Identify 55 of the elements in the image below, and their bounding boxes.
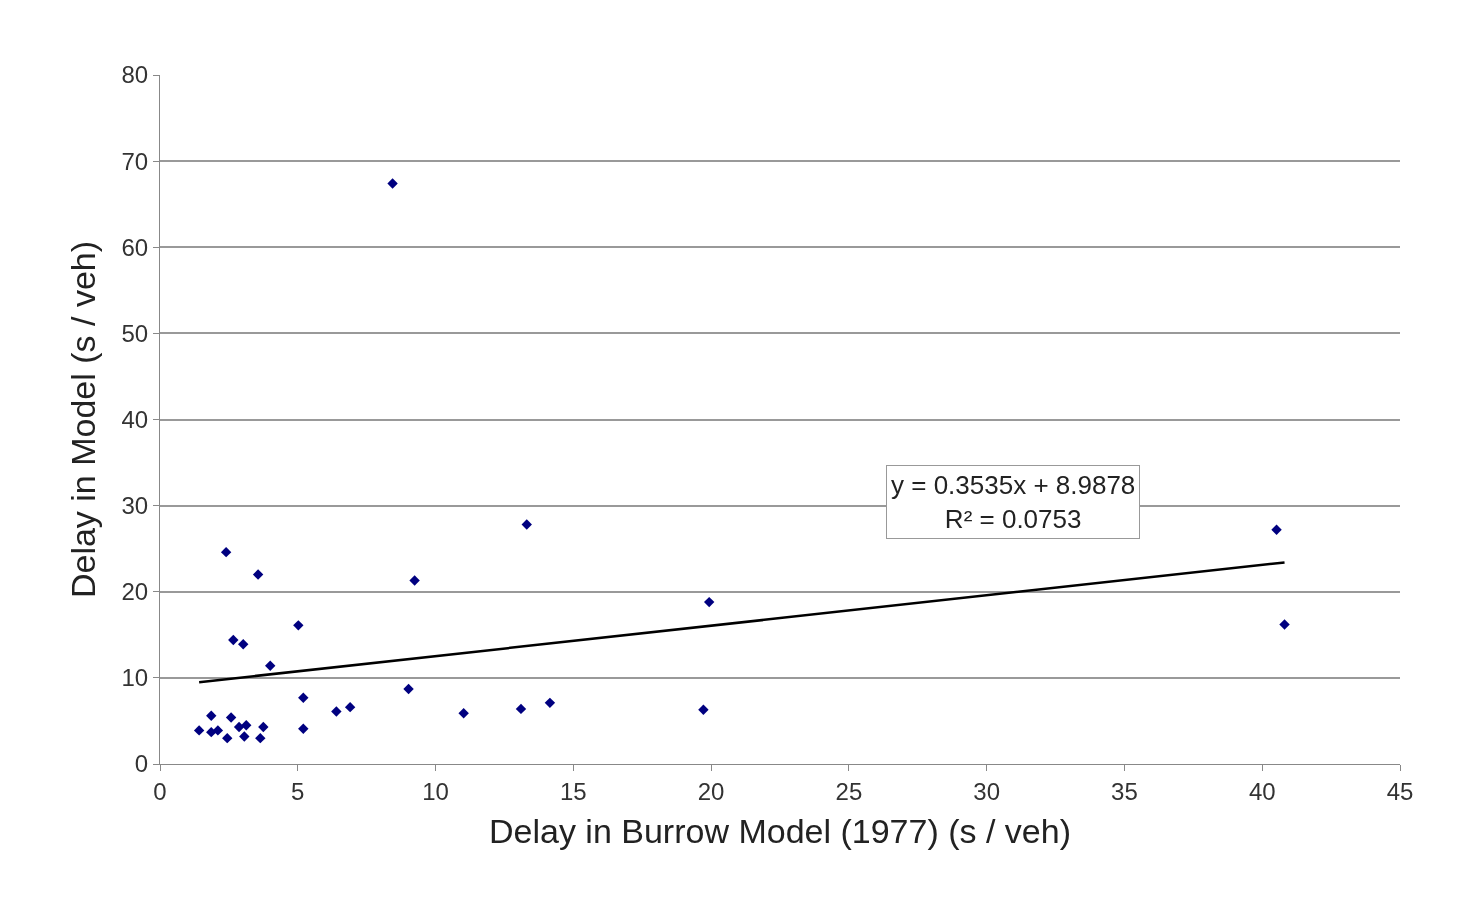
point	[206, 726, 217, 738]
y-tick-label: 30	[121, 492, 149, 520]
point	[228, 634, 239, 646]
point	[298, 692, 309, 703]
y-axis-title: Delay in Model (s / veh)	[64, 240, 103, 599]
point	[521, 519, 532, 530]
annotation: y = 0.3535x + 8.9878	[891, 470, 1136, 500]
x-tick-label: 35	[1111, 777, 1138, 805]
x-axis-title: Delay in Burrow Model (1977) (s / veh)	[488, 812, 1072, 851]
y-tick-label: 10	[121, 664, 149, 692]
point	[1279, 619, 1290, 630]
point	[1271, 524, 1282, 535]
point	[265, 660, 276, 672]
point	[403, 683, 414, 695]
x-tick-label: 40	[1248, 777, 1276, 805]
point	[222, 732, 233, 744]
point	[515, 703, 527, 715]
x-tick-label: 30	[973, 777, 1001, 805]
y-tick-label: 20	[121, 578, 149, 606]
point	[458, 707, 469, 719]
point	[241, 720, 252, 731]
point	[233, 721, 245, 733]
x-tick-label: 15	[559, 777, 587, 805]
point	[331, 706, 342, 717]
point	[220, 546, 232, 558]
point	[212, 725, 224, 736]
point	[193, 725, 205, 736]
x-tick-label: 20	[697, 777, 725, 805]
x-tick-label: 25	[835, 777, 863, 805]
y-tick-label: 50	[121, 319, 149, 347]
y-tick-label: 70	[121, 147, 149, 175]
point	[239, 731, 250, 742]
point	[255, 732, 266, 744]
y-tick-label: 80	[121, 61, 149, 89]
y-tick-label: 60	[121, 233, 149, 261]
x-tick-label: 0	[153, 777, 167, 805]
point	[225, 712, 237, 723]
x-tick-label: 45	[1386, 777, 1414, 805]
point	[698, 704, 709, 715]
point	[298, 723, 309, 734]
point	[703, 596, 715, 608]
point	[387, 178, 398, 189]
point	[252, 569, 264, 580]
point	[238, 639, 249, 650]
point	[544, 697, 556, 709]
point	[409, 575, 420, 586]
point	[206, 710, 217, 721]
annotation: R² = 0.0753	[944, 503, 1082, 534]
x-tick-label: 5	[291, 777, 305, 805]
point	[293, 620, 304, 631]
y-tick-label: 0	[134, 750, 149, 778]
x-tick-label: 10	[422, 777, 449, 805]
point	[258, 721, 269, 733]
y-tick-label: 40	[121, 405, 149, 433]
point	[344, 701, 356, 713]
